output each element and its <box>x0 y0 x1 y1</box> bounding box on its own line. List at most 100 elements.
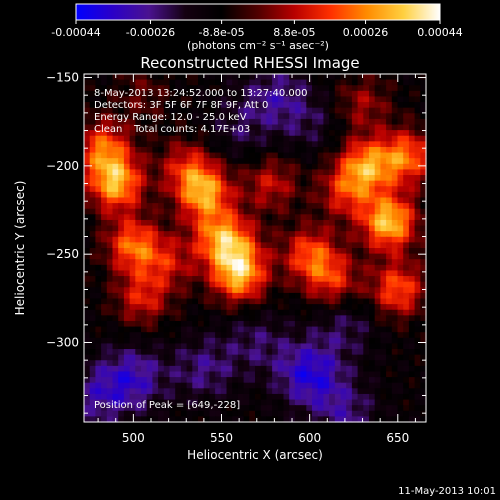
heatmap-cell <box>129 191 136 199</box>
heatmap-cell <box>408 298 416 305</box>
heatmap-cell <box>175 107 182 114</box>
heatmap-cell <box>289 197 296 204</box>
heatmap-cell <box>323 253 330 260</box>
heatmap-cell <box>391 219 399 227</box>
heatmap-cell <box>123 203 131 210</box>
heatmap-cell <box>414 79 421 86</box>
heatmap-cell <box>215 203 222 210</box>
heatmap-cell <box>289 180 296 187</box>
heatmap-cell <box>380 219 387 227</box>
heatmap-cell <box>323 320 330 328</box>
heatmap-cell <box>329 416 336 423</box>
heatmap-cell <box>386 337 393 345</box>
heatmap-cell <box>380 259 387 266</box>
heatmap-cell <box>203 141 210 148</box>
heatmap-cell <box>95 309 102 316</box>
heatmap-cell <box>380 169 387 176</box>
heatmap-cell <box>255 399 262 406</box>
heatmap-cell <box>369 405 376 412</box>
heatmap-cell <box>226 264 233 272</box>
heatmap-cell <box>408 236 416 243</box>
heatmap-cell <box>323 292 330 300</box>
heatmap-cell <box>340 113 347 120</box>
heatmap-cell <box>334 248 342 255</box>
heatmap-cell <box>283 130 290 137</box>
heatmap-cell <box>118 382 125 389</box>
heatmap-cell <box>163 259 171 266</box>
heatmap-cell <box>129 96 136 103</box>
heatmap-cell <box>192 141 199 148</box>
heatmap-cell <box>408 191 416 199</box>
heatmap-cell <box>329 118 336 126</box>
heatmap-cell <box>312 197 319 204</box>
heatmap-cell <box>414 107 421 114</box>
heatmap-cell <box>89 118 96 126</box>
heatmap-cell <box>255 191 262 199</box>
heatmap-cell <box>334 337 342 345</box>
heatmap-cell <box>89 141 96 148</box>
heatmap-cell <box>340 225 347 232</box>
heatmap-cell <box>175 354 182 361</box>
heatmap-cell <box>334 388 342 395</box>
heatmap-cell <box>203 208 210 215</box>
heatmap-cell <box>135 242 142 249</box>
heatmap-cell <box>237 326 245 333</box>
heatmap-cell <box>397 315 404 322</box>
heatmap-cell <box>255 354 262 361</box>
heatmap-cell <box>237 360 245 367</box>
heatmap-cell <box>209 287 216 294</box>
heatmap-cell <box>226 197 233 204</box>
heatmap-cell <box>220 248 228 255</box>
heatmap-cell <box>232 191 239 199</box>
heatmap-cell <box>403 309 410 316</box>
heatmap-cell <box>129 371 136 378</box>
heatmap-cell <box>118 214 125 221</box>
heatmap-cell <box>323 337 330 345</box>
heatmap-cell <box>106 276 114 283</box>
heatmap-cell <box>334 203 342 210</box>
heatmap-cell <box>283 225 290 232</box>
heatmap-cell <box>101 320 108 328</box>
heatmap-cell <box>152 365 159 373</box>
heatmap-cell <box>163 248 171 255</box>
heatmap-cell <box>209 354 216 361</box>
heatmap-cell <box>209 219 216 227</box>
heatmap-cell <box>266 186 273 193</box>
heatmap-cell <box>146 253 153 260</box>
heatmap-cell <box>289 309 296 316</box>
heatmap-cell <box>340 135 347 142</box>
heatmap-cell <box>249 371 256 378</box>
heatmap-cell <box>215 326 222 333</box>
heatmap-cell <box>112 315 119 322</box>
heatmap-cell <box>180 74 188 81</box>
heatmap-cell <box>391 360 399 367</box>
heatmap-cell <box>232 349 239 356</box>
heatmap-cell <box>391 416 399 423</box>
heatmap-cell <box>340 298 347 305</box>
heatmap-cell <box>249 74 256 81</box>
heatmap-cell <box>312 332 319 339</box>
heatmap-cell <box>363 399 370 406</box>
heatmap-cell <box>89 135 96 142</box>
heatmap-cell <box>203 320 210 328</box>
heatmap-cell <box>118 203 125 210</box>
heatmap-cell <box>329 203 336 210</box>
heatmap-cell <box>232 146 239 154</box>
heatmap-cell <box>300 349 307 356</box>
heatmap-cell <box>192 248 199 255</box>
heatmap-cell <box>192 304 199 311</box>
heatmap-cell <box>198 130 205 137</box>
heatmap-cell <box>192 90 199 98</box>
heatmap-cell <box>203 152 210 159</box>
heatmap-cell <box>346 315 353 322</box>
heatmap-cell <box>283 96 290 103</box>
heatmap-cell <box>141 382 148 389</box>
heatmap-cell <box>312 349 319 356</box>
heatmap-cell <box>95 102 102 109</box>
heatmap-cell <box>215 225 222 232</box>
heatmap-cell <box>374 191 381 199</box>
heatmap-cell <box>403 304 410 311</box>
heatmap-cell <box>408 219 416 227</box>
heatmap-cell <box>106 360 114 367</box>
heatmap-cell <box>397 377 404 384</box>
